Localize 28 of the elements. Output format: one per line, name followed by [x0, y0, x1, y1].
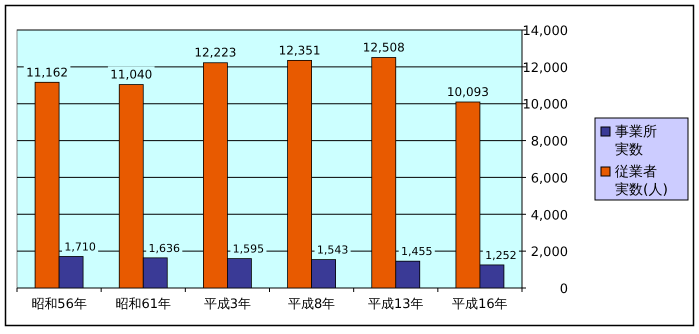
data-label: 1,636	[148, 242, 180, 255]
y-tick-label: 10,000	[522, 98, 568, 113]
x-tick-label: 昭和61年	[115, 297, 172, 312]
legend-label: 従業者実数(人)	[615, 164, 668, 198]
x-tick-label: 平成8年	[288, 297, 336, 312]
y-tick-label: 4,000	[530, 208, 568, 224]
x-tick-label: 平成3年	[204, 297, 252, 312]
data-label: 12,508	[362, 40, 405, 54]
data-label: 1,595	[232, 242, 264, 256]
legend-label: 事業所実数	[615, 124, 657, 158]
y-tick-label: 0	[560, 282, 568, 297]
y-tick-label: 8,000	[530, 134, 568, 150]
data-label: 12,351	[278, 43, 321, 58]
data-label: 11,040	[110, 68, 152, 82]
data-label: 1,543	[316, 244, 348, 257]
data-label: 1,252	[485, 248, 517, 262]
data-label: 1,710	[64, 240, 96, 254]
x-tick-label: 平成13年	[368, 297, 424, 312]
data-label: 11,162	[26, 65, 68, 80]
y-tick-label: 2,000	[530, 245, 568, 260]
x-tick-label: 平成16年	[452, 297, 508, 312]
data-label: 1,455	[401, 245, 432, 258]
y-tick-label: 6,000	[530, 171, 568, 186]
data-label: 10,093	[446, 85, 489, 99]
y-tick-label: 12,000	[522, 60, 568, 76]
x-tick-label: 昭和56年	[31, 297, 87, 312]
data-label: 12,223	[194, 46, 236, 60]
y-tick-label: 14,000	[522, 24, 568, 39]
